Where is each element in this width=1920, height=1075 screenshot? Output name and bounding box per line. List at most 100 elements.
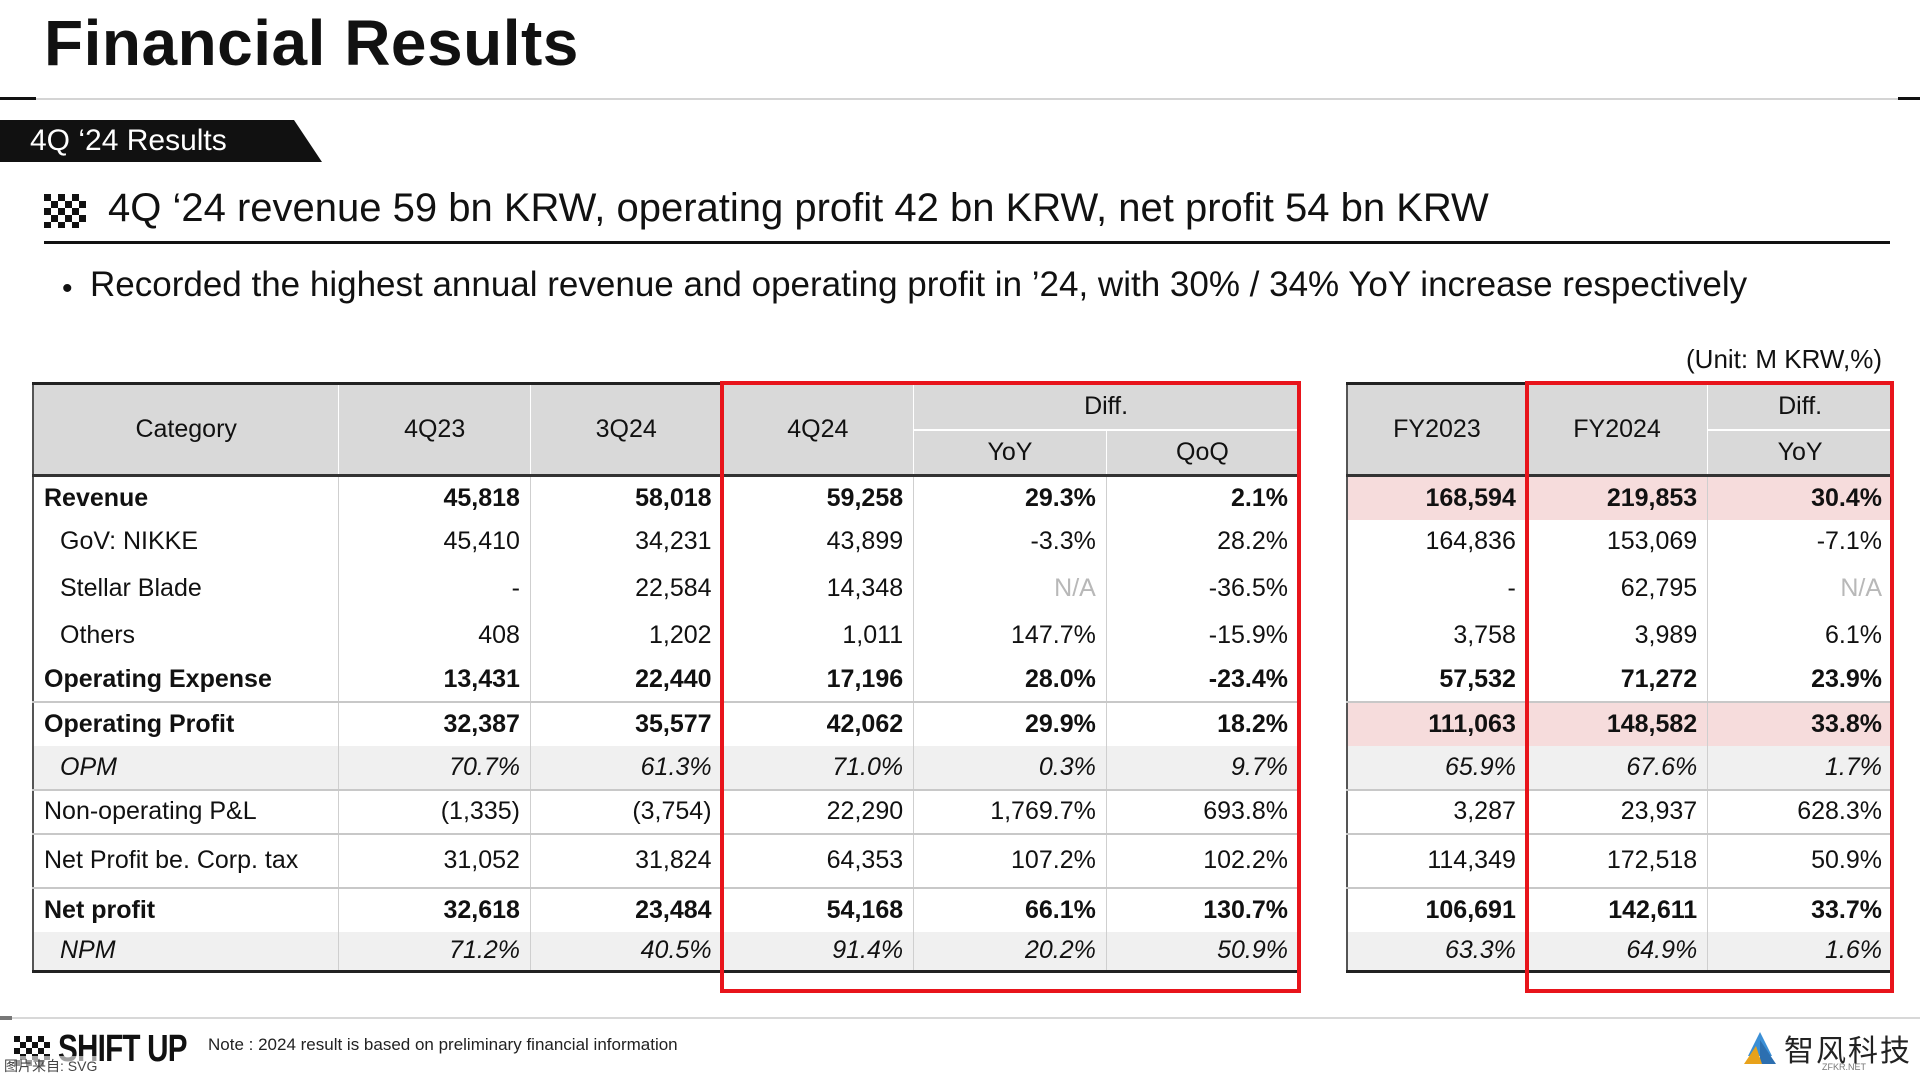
cell-3q24: 1,202 <box>530 613 723 658</box>
header-fy-diff: Diff. <box>1707 383 1894 431</box>
header-fy2023: FY2023 <box>1347 383 1527 477</box>
cell-qoq: -15.9% <box>1106 613 1300 658</box>
table-row-net-profit-be-corp-tax: Net Profit be. Corp. tax 31,052 31,824 64,3… <box>33 832 1300 888</box>
cell-4q24: 64,353 <box>722 832 915 888</box>
fy-table-row: 168,594 219,853 30.4% <box>1347 475 1894 520</box>
fy-table-row: 63.3% 64.9% 1.6% <box>1347 931 1894 972</box>
row-label: Net Profit be. Corp. tax <box>33 832 340 888</box>
cell-fy2024: 172,518 <box>1526 832 1709 888</box>
cell-4q23: 408 <box>338 613 531 658</box>
table-row-opm: OPM 70.7% 61.3% 71.0% 0.3% 9.7% <box>33 745 1300 790</box>
cell-3q24: 35,577 <box>530 700 723 746</box>
row-label: Others <box>33 613 340 658</box>
row-label: OPM <box>33 745 340 790</box>
footer-divider-accent <box>0 1016 12 1020</box>
headline: 4Q ‘24 revenue 59 bn KRW, operating prof… <box>108 186 1489 230</box>
header-yoy: YoY <box>913 428 1107 477</box>
cell-4q23: 70.7% <box>338 745 531 790</box>
fy-table-row: 164,836 153,069 -7.1% <box>1347 519 1894 564</box>
cell-fy2024: 62,795 <box>1526 563 1709 614</box>
cell-fy2024: 3,989 <box>1526 613 1709 658</box>
cell-fy2024: 71,272 <box>1526 657 1709 702</box>
cell-fy2024: 219,853 <box>1526 475 1709 520</box>
table-row-non-operating-p-l: Non-operating P&L (1,335) (3,754) 22,290 1,7… <box>33 788 1300 834</box>
row-label: NPM <box>33 931 340 972</box>
partner-url: ZFKR.NET <box>1822 1062 1866 1072</box>
row-label: GoV: NIKKE <box>33 519 340 564</box>
cell-4q23: 13,431 <box>338 657 531 702</box>
cell-3q24: 61.3% <box>530 745 723 790</box>
cell-yoy: 30.4% <box>1707 475 1894 520</box>
row-label: Revenue <box>33 475 340 520</box>
table-row-operating-profit: Operating Profit 32,387 35,577 42,062 29.9% 1… <box>33 700 1300 746</box>
headline-divider <box>44 241 1890 244</box>
cell-4q23: 45,818 <box>338 475 531 520</box>
cell-yoy: 20.2% <box>913 931 1107 972</box>
cell-qoq: -23.4% <box>1106 657 1300 702</box>
title-divider <box>0 98 1920 100</box>
cell-qoq: 130.7% <box>1106 886 1300 932</box>
cell-yoy: 6.1% <box>1707 613 1894 658</box>
footnote: Note : 2024 result is based on prelimina… <box>208 1035 678 1054</box>
table-row-stellar-blade: Stellar Blade -22,584 14,348 N/A -36.5% <box>33 563 1300 614</box>
fy-table-row: 111,063 148,582 33.8% <box>1347 700 1894 746</box>
cell-qoq: 693.8% <box>1106 788 1300 834</box>
cell-4q24: 42,062 <box>722 700 915 746</box>
cell-3q24: 58,018 <box>530 475 723 520</box>
cell-4q24: 71.0% <box>722 745 915 790</box>
unit-label: (Unit: M KRW,%) <box>1686 344 1882 374</box>
cell-4q23: 71.2% <box>338 931 531 972</box>
header-fy-yoy: YoY <box>1707 428 1894 477</box>
header-qoq: QoQ <box>1106 428 1300 477</box>
summary-bullet: Recorded the highest annual revenue and … <box>90 265 1748 304</box>
partner-logo-icon <box>1744 1032 1776 1064</box>
cell-yoy: 628.3% <box>1707 788 1894 834</box>
cell-4q23: 31,052 <box>338 832 531 888</box>
cell-4q23: - <box>338 563 531 614</box>
cell-qoq: 18.2% <box>1106 700 1300 746</box>
cell-3q24: 22,584 <box>530 563 723 614</box>
fy-table-row: 3,287 23,937 628.3% <box>1347 788 1894 834</box>
cell-fy2023: 114,349 <box>1347 832 1527 888</box>
header-diff: Diff. <box>913 383 1300 431</box>
cell-4q24: 59,258 <box>722 475 915 520</box>
cell-fy2023: 164,836 <box>1347 519 1527 564</box>
cell-qoq: 50.9% <box>1106 931 1300 972</box>
cell-4q23: 32,618 <box>338 886 531 932</box>
cell-yoy: 50.9% <box>1707 832 1894 888</box>
title-divider-accent-right <box>1898 97 1920 100</box>
cell-3q24: 31,824 <box>530 832 723 888</box>
table-row-revenue: Revenue 45,818 58,018 59,258 29.3% 2.1% <box>33 475 1300 520</box>
table-row-others: Others 408 1,202 1,011 147.7% -15.9% <box>33 613 1300 658</box>
cell-yoy: 107.2% <box>913 832 1107 888</box>
image-source-watermark: 图片来自: SVG <box>4 1056 98 1075</box>
row-label: Operating Expense <box>33 657 340 702</box>
header-3q24: 3Q24 <box>530 383 723 477</box>
footer-divider <box>0 1017 1920 1019</box>
header-4q23: 4Q23 <box>338 383 531 477</box>
cell-yoy: N/A <box>1707 563 1894 614</box>
fy-table-row: 114,349 172,518 50.9% <box>1347 832 1894 888</box>
row-label: Operating Profit <box>33 700 340 746</box>
cell-yoy: 33.7% <box>1707 886 1894 932</box>
row-label: Non-operating P&L <box>33 788 340 834</box>
fy-table-row: 106,691 142,611 33.7% <box>1347 886 1894 932</box>
cell-qoq: 102.2% <box>1106 832 1300 888</box>
cell-fy2023: 57,532 <box>1347 657 1527 702</box>
cell-yoy: 1,769.7% <box>913 788 1107 834</box>
header-fy2024: FY2024 <box>1526 383 1709 477</box>
page-title: Financial Results <box>44 7 579 79</box>
fy-table-row: 3,758 3,989 6.1% <box>1347 613 1894 658</box>
cell-fy2023: - <box>1347 563 1527 614</box>
partner-name: 智风科技 <box>1784 1035 1912 1068</box>
cell-fy2023: 65.9% <box>1347 745 1527 790</box>
cell-fy2024: 142,611 <box>1526 886 1709 932</box>
cell-3q24: 40.5% <box>530 931 723 972</box>
cell-fy2023: 106,691 <box>1347 886 1527 932</box>
quarterly-results-table: Category 4Q23 3Q24 4Q24 Diff. YoY QoQ Re… <box>32 382 1300 973</box>
cell-yoy: 1.7% <box>1707 745 1894 790</box>
cell-fy2024: 23,937 <box>1526 788 1709 834</box>
row-label: Net profit <box>33 886 340 932</box>
cell-fy2023: 3,758 <box>1347 613 1527 658</box>
title-divider-accent-left <box>0 97 36 100</box>
